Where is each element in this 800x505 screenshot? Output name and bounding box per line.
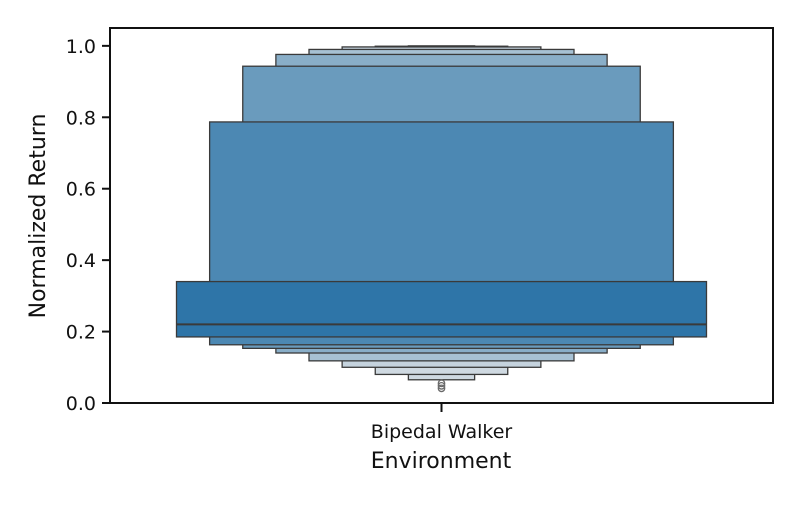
y-tick-label: 0.6 xyxy=(66,179,96,201)
y-tick-label: 0.2 xyxy=(66,322,96,344)
y-tick-label: 1.0 xyxy=(66,36,96,58)
boxes-layer xyxy=(175,45,708,393)
boxen-box-1 xyxy=(175,280,708,338)
y-tick-label: 0.0 xyxy=(66,393,96,415)
outlier-point xyxy=(437,382,446,390)
plot-frame xyxy=(109,27,774,404)
y-tick-label: 0.8 xyxy=(66,107,96,129)
outlier-point xyxy=(437,384,446,393)
y-axis-title: Normalized Return xyxy=(26,114,51,319)
outlier-point xyxy=(437,379,446,388)
x-axis-title: Environment xyxy=(371,449,512,474)
y-axis: 0.0 0.2 0.4 0.6 0.8 1.0 xyxy=(66,36,110,415)
y-tick-label: 0.4 xyxy=(66,250,96,272)
x-axis: Bipedal Walker xyxy=(371,403,513,443)
x-tick-label: Bipedal Walker xyxy=(371,421,513,443)
